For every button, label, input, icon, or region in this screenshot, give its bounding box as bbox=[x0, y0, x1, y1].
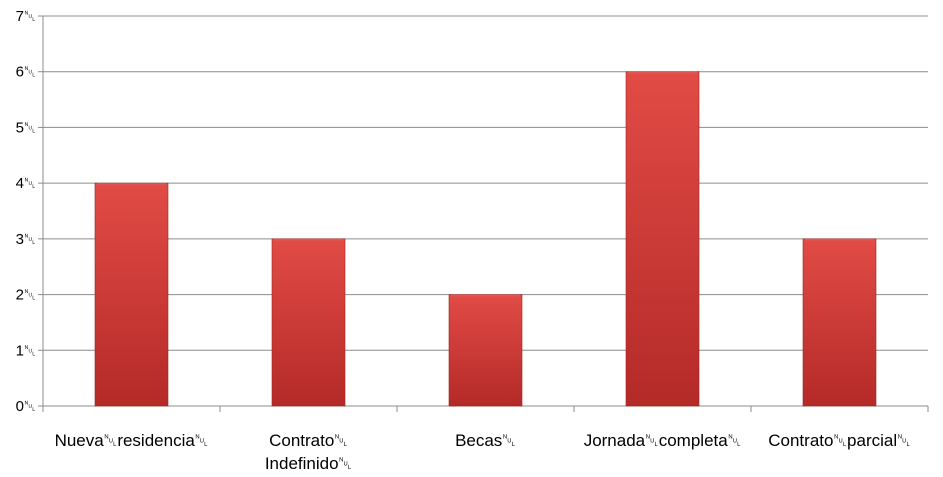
bar-highlight bbox=[97, 183, 166, 186]
category-label: Nueva␀residencia␀ bbox=[55, 431, 209, 450]
bar bbox=[625, 71, 700, 407]
bar bbox=[802, 238, 877, 407]
y-tick-label: 6␀ bbox=[16, 64, 36, 81]
gridlines bbox=[43, 15, 928, 351]
y-tick-label: 1␀ bbox=[16, 342, 36, 359]
bar-highlight bbox=[805, 238, 874, 241]
category-labels: Nueva␀residencia␀ Contrato␀ Indefinido␀ Bec… bbox=[55, 431, 911, 473]
y-tick-label: 3␀ bbox=[16, 231, 36, 248]
bar-highlight bbox=[274, 238, 343, 241]
y-tick-label: 5␀ bbox=[16, 119, 36, 136]
y-tick-label: 4␀ bbox=[16, 175, 36, 192]
y-tick-label: 0␀ bbox=[16, 398, 36, 415]
category-label: Indefinido␀ bbox=[265, 454, 352, 473]
bar-highlight bbox=[451, 294, 520, 297]
category-label: Contrato␀ bbox=[269, 431, 348, 450]
bar bbox=[448, 294, 523, 407]
bar bbox=[94, 182, 169, 407]
category-label: Jornada␀completa␀ bbox=[584, 431, 742, 450]
category-label: Becas␀ bbox=[455, 431, 516, 450]
category-label: Contrato␀parcial␀ bbox=[768, 431, 910, 450]
y-tick-label: 2␀ bbox=[16, 287, 36, 304]
bar bbox=[271, 238, 346, 407]
bar-highlight bbox=[628, 71, 697, 74]
y-tick-labels: 0␀ 1␀ 2␀ 3␀ 4␀ 5␀ 6␀ 7␀ bbox=[16, 8, 36, 415]
bars bbox=[94, 71, 877, 407]
y-tick-label: 7␀ bbox=[16, 8, 36, 25]
